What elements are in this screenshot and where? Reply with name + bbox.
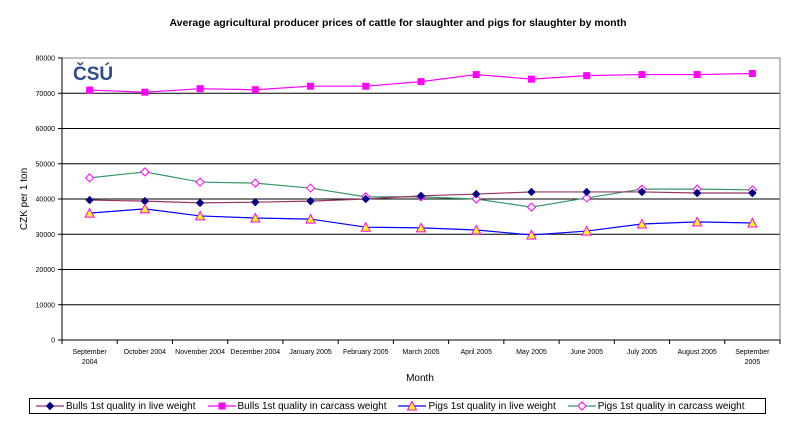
series-group — [84, 70, 758, 240]
y-tick-label: 60000 — [36, 126, 56, 133]
x-tick-label: May 2005 — [516, 349, 547, 356]
legend-swatch-icon — [36, 401, 64, 411]
x-tick-label: January 2005 — [289, 349, 332, 356]
y-axis-title: CZK per 1 ton — [19, 168, 30, 230]
pigs-1st-quality-in-live-weight-point — [360, 221, 372, 232]
bulls-1st-quality-in-carcass-weight-point — [583, 72, 591, 80]
pigs-1st-quality-in-carcass-weight-point — [577, 401, 587, 411]
pigs-1st-quality-in-live-weight-point — [194, 210, 206, 221]
legend-swatch-icon — [207, 402, 236, 410]
pigs-1st-quality-in-carcass-weight-point — [581, 193, 592, 203]
legend-item: Pigs 1st quality in live weight — [398, 400, 556, 412]
pigs-1st-quality-in-carcass-weight-point — [140, 167, 150, 177]
pigs-1st-quality-in-carcass-weight-point — [84, 173, 95, 183]
bulls-1st-quality-in-carcass-weight-point — [638, 71, 646, 79]
x-tick-label: September 2004 — [72, 349, 107, 366]
legend-label: Bulls 1st quality in live weight — [66, 400, 196, 412]
x-tick-label: October 2004 — [124, 349, 167, 356]
bulls-1st-quality-in-carcass-weight-point — [472, 71, 480, 79]
bulls-1st-quality-in-carcass-weight-point — [362, 82, 370, 90]
bulls-1st-quality-in-live-weight-point — [251, 197, 260, 207]
legend-label: Pigs 1st quality in live weight — [428, 400, 556, 412]
legend-item: Pigs 1st quality in carcass weight — [567, 400, 745, 412]
y-tick-label: 0 — [51, 338, 55, 345]
legend-swatch-icon — [567, 401, 596, 411]
pigs-1st-quality-in-live-weight-point — [470, 224, 482, 235]
pigs-1st-quality-in-carcass-weight-point — [250, 178, 261, 188]
x-tick-label: November 2004 — [175, 349, 225, 356]
x-tick-label: August 2005 — [677, 349, 716, 356]
x-tick-label: February 2005 — [343, 349, 389, 356]
bulls-1st-quality-in-live-weight-point — [637, 187, 647, 197]
bulls-1st-quality-in-carcass-weight-point — [527, 75, 535, 83]
pigs-1st-quality-in-carcass-weight-line — [89, 171, 753, 208]
pigs-1st-quality-in-live-weight-point — [636, 218, 648, 229]
bulls-1st-quality-in-carcass-weight-point — [251, 86, 259, 94]
bulls-1st-quality-in-carcass-weight-point — [748, 70, 756, 78]
bulls-1st-quality-in-live-weight-point — [85, 195, 94, 205]
y-axis: 0 10000 20000 30000 40000 50000 60000 70000 8000… — [36, 56, 63, 345]
x-tick-label: June 2005 — [570, 349, 603, 356]
bulls-1st-quality-in-carcass-weight-point — [196, 85, 204, 93]
y-tick-label: 50000 — [36, 161, 56, 168]
bulls-1st-quality-in-live-weight-point — [748, 188, 757, 198]
bulls-1st-quality-in-live-weight-point — [692, 188, 702, 198]
bulls-1st-quality-in-live-weight-point — [195, 198, 205, 208]
y-tick-label: 40000 — [36, 197, 56, 204]
pigs-1st-quality-in-live-weight-point — [305, 213, 316, 224]
legend-item: Bulls 1st quality in live weight — [36, 401, 196, 412]
x-tick-label: December 2004 — [230, 349, 280, 356]
bulls-1st-quality-in-live-weight-point — [472, 189, 481, 199]
pigs-1st-quality-in-carcass-weight-point — [526, 202, 537, 212]
bulls-1st-quality-in-carcass-weight-point — [141, 88, 149, 96]
pigs-1st-quality-in-live-weight-point — [84, 207, 95, 218]
legend-label: Pigs 1st quality in carcass weight — [597, 400, 745, 412]
pigs-1st-quality-in-live-weight-point — [139, 203, 151, 214]
pigs-1st-quality-in-live-weight-point — [415, 222, 427, 233]
legend-item: Bulls 1st quality in carcass weight — [207, 400, 387, 412]
bulls-1st-quality-in-carcass-weight-point — [86, 86, 94, 94]
gridlines — [62, 92, 780, 306]
x-tick-label: March 2005 — [403, 349, 440, 356]
x-tick-label: September 2005 — [735, 349, 770, 366]
bulls-1st-quality-in-carcass-weight-point — [218, 402, 226, 410]
bulls-1st-quality-in-live-weight-point — [361, 194, 370, 204]
pigs-1st-quality-in-live-weight-point — [747, 217, 758, 228]
bulls-1st-quality-in-carcass-weight-point — [693, 71, 701, 79]
pigs-1st-quality-in-live-weight-point — [407, 401, 418, 411]
bulls-1st-quality-in-live-weight-point — [527, 187, 536, 197]
legend: Bulls 1st quality in live weight Bulls 1s… — [29, 398, 766, 414]
x-axis: September 2004 October 2004 November 2004 De… — [61, 339, 781, 366]
pigs-1st-quality-in-carcass-weight-point — [471, 194, 481, 204]
csu-logo: ČSÚ — [73, 63, 113, 85]
x-tick-label: April 2005 — [460, 349, 492, 356]
pigs-1st-quality-in-live-weight-point — [691, 216, 703, 227]
y-tick-label: 30000 — [36, 232, 56, 239]
pigs-1st-quality-in-live-weight-point — [249, 212, 261, 223]
chart: Average agricultural producer prices of … — [19, 17, 781, 384]
pigs-1st-quality-in-carcass-weight-point — [195, 177, 205, 187]
x-tick-label: July 2005 — [627, 349, 657, 356]
y-tick-label: 70000 — [36, 91, 56, 98]
legend-label: Bulls 1st quality in carcass weight — [237, 400, 387, 412]
x-axis-title: Month — [406, 373, 434, 384]
bulls-1st-quality-in-live-weight-point — [416, 191, 426, 201]
y-tick-label: 10000 — [36, 302, 56, 309]
pigs-1st-quality-in-live-weight-point — [581, 225, 593, 236]
bulls-1st-quality-in-carcass-weight-point — [417, 78, 425, 86]
pigs-1st-quality-in-carcass-weight-point — [305, 183, 316, 193]
chart-title: Average agricultural producer prices of … — [169, 17, 626, 29]
bulls-1st-quality-in-live-weight-point — [582, 187, 591, 197]
bulls-1st-quality-in-carcass-weight-point — [307, 82, 315, 90]
legend-swatch-icon — [398, 401, 427, 411]
bulls-1st-quality-in-live-weight-point — [45, 401, 55, 411]
pigs-1st-quality-in-live-weight-point — [526, 229, 537, 240]
bulls-1st-quality-in-live-weight-point — [306, 196, 315, 206]
y-tick-label: 80000 — [36, 56, 56, 63]
y-tick-label: 20000 — [36, 267, 56, 274]
